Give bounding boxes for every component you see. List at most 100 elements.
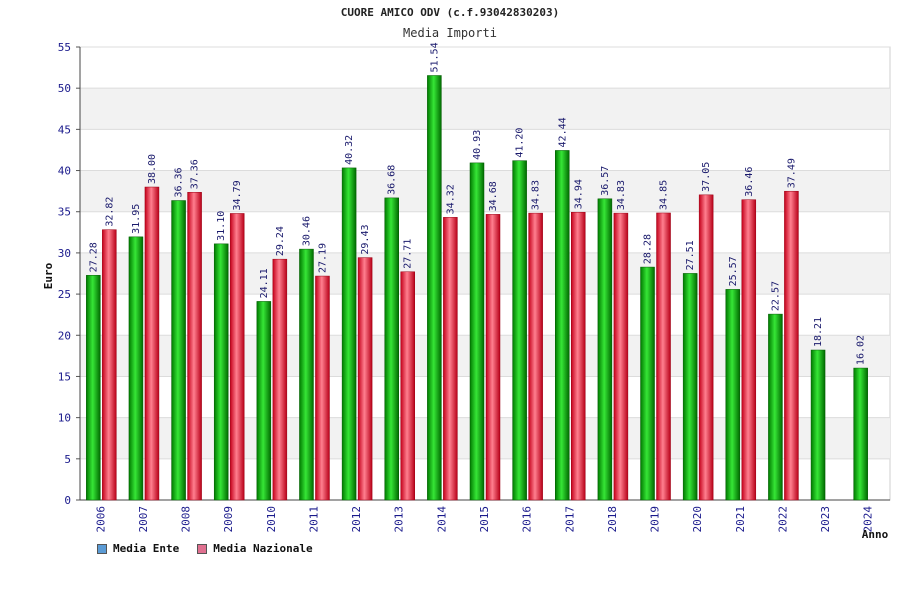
bar-media-nazionale: [102, 229, 117, 501]
data-label-media-nazionale: 32.82: [104, 197, 115, 227]
y-tick-label: 35: [58, 206, 71, 219]
data-label-media-nazionale: 37.05: [701, 162, 712, 192]
y-tick-label: 0: [64, 494, 71, 507]
x-tick-label: 2012: [350, 506, 363, 533]
data-label-media-ente: 28.28: [643, 234, 654, 264]
x-tick-label: 2006: [94, 506, 107, 533]
data-label-media-ente: 30.46: [301, 216, 312, 246]
x-tick-label: 2010: [265, 506, 278, 533]
data-label-media-nazionale: 34.83: [531, 180, 542, 210]
x-tick-label: 2016: [521, 506, 534, 533]
x-tick-label: 2009: [222, 506, 235, 533]
bar-media-ente: [810, 349, 826, 501]
bar-media-ente: [213, 243, 229, 501]
x-tick-label: 2019: [649, 506, 662, 533]
bar-media-ente: [171, 200, 186, 501]
y-axis-label: Euro: [42, 262, 55, 289]
bar-media-ente: [86, 275, 101, 501]
data-label-media-ente: 25.57: [728, 256, 739, 286]
data-label-media-ente: 27.28: [88, 242, 99, 272]
data-label-media-nazionale: 29.43: [360, 224, 371, 254]
x-tick-label: 2024: [862, 506, 875, 533]
x-tick-label: 2007: [137, 506, 150, 533]
legend-label-media-ente: Media Ente: [113, 542, 180, 555]
bar-media-ente: [597, 198, 613, 501]
bar-media-nazionale: [613, 212, 629, 501]
axes: 0 5 10 15 20 25 30 35 40 45 50 55 2006 2007 2008 2009 20…: [58, 41, 890, 533]
legend-label-media-nazionale: Media Nazionale: [213, 542, 313, 555]
bar-media-nazionale: [528, 212, 543, 501]
data-labels: 27.28 32.82 31.95 38.00 36.36 37.36 31.10 34.79…: [88, 42, 866, 365]
data-label-media-nazionale: 27.71: [403, 239, 414, 269]
data-label-media-ente: 42.44: [557, 117, 568, 147]
bar-media-nazionale: [144, 186, 160, 501]
data-label-media-ente: 36.68: [387, 165, 398, 195]
x-tick-label: 2008: [180, 506, 193, 533]
data-label-media-ente: 27.51: [685, 240, 696, 270]
bar-media-nazionale: [784, 190, 799, 501]
x-axis-label: Anno: [862, 528, 889, 541]
bar-media-nazionale: [315, 275, 330, 501]
data-label-media-ente: 18.21: [813, 317, 824, 347]
x-tick-label: 2013: [393, 506, 406, 533]
data-label-media-nazionale: 34.32: [445, 184, 456, 214]
bar-media-nazionale: [357, 257, 373, 501]
y-tick-label: 45: [58, 123, 71, 136]
legend-item-media-ente: Media Ente: [97, 542, 179, 555]
x-tick-label: 2011: [307, 506, 320, 533]
x-tick-label: 2018: [606, 506, 619, 533]
bar-media-ente: [384, 197, 399, 501]
bar-media-ente: [469, 162, 485, 501]
bar-media-nazionale: [272, 258, 288, 501]
bars: [86, 75, 868, 501]
data-label-media-nazionale: 37.49: [786, 158, 797, 188]
bar-media-ente: [256, 301, 272, 501]
y-tick-label: 30: [58, 247, 71, 260]
x-tick-label: 2014: [435, 506, 448, 533]
grid-band: [80, 88, 890, 130]
data-label-media-ente: 24.11: [259, 268, 270, 298]
data-label-media-ente: 41.20: [515, 128, 526, 158]
y-tick-label: 40: [58, 165, 71, 178]
data-label-media-ente: 36.57: [600, 166, 611, 196]
data-label-media-ente: 22.57: [770, 281, 781, 311]
data-label-media-nazionale: 29.24: [275, 226, 286, 256]
bar-media-nazionale: [187, 192, 202, 501]
bar-media-nazionale: [485, 214, 501, 501]
bar-media-ente: [299, 248, 314, 501]
bar-media-nazionale: [443, 217, 458, 501]
y-tick-label: 5: [64, 453, 71, 466]
data-label-media-ente: 16.02: [856, 335, 867, 365]
bar-media-nazionale: [698, 194, 714, 501]
bar-media-ente: [853, 367, 868, 501]
data-label-media-nazionale: 37.36: [190, 159, 201, 189]
chart-subtitle: Media Importi: [403, 26, 497, 40]
bar-media-ente: [682, 273, 698, 501]
bar-media-nazionale: [656, 212, 671, 501]
bar-media-nazionale: [229, 213, 245, 501]
legend: Media Ente Media Nazionale: [97, 542, 313, 555]
data-label-media-ente: 31.10: [216, 211, 227, 241]
y-tick-label: 55: [58, 41, 71, 54]
data-label-media-nazionale: 34.85: [659, 180, 670, 210]
data-label-media-ente: 36.36: [174, 167, 185, 197]
bar-media-ente: [640, 266, 655, 501]
data-label-media-ente: 40.93: [472, 130, 483, 160]
x-tick-label: 2015: [478, 506, 491, 533]
data-label-media-ente: 40.32: [344, 135, 355, 165]
bar-media-nazionale: [571, 211, 586, 501]
legend-swatch-media-nazionale: [197, 543, 208, 554]
bar-media-nazionale: [400, 271, 415, 501]
x-tick-label: 2023: [819, 506, 832, 533]
y-tick-label: 20: [58, 329, 71, 342]
bar-media-nazionale: [741, 199, 757, 501]
legend-swatch-media-ente: [97, 543, 107, 554]
x-tick-label: 2017: [563, 506, 576, 533]
y-tick-label: 15: [58, 370, 71, 383]
data-label-media-nazionale: 27.19: [317, 243, 328, 273]
y-tick-label: 50: [58, 82, 71, 95]
bar-media-ente: [512, 160, 527, 501]
y-tick-label: 10: [58, 412, 71, 425]
